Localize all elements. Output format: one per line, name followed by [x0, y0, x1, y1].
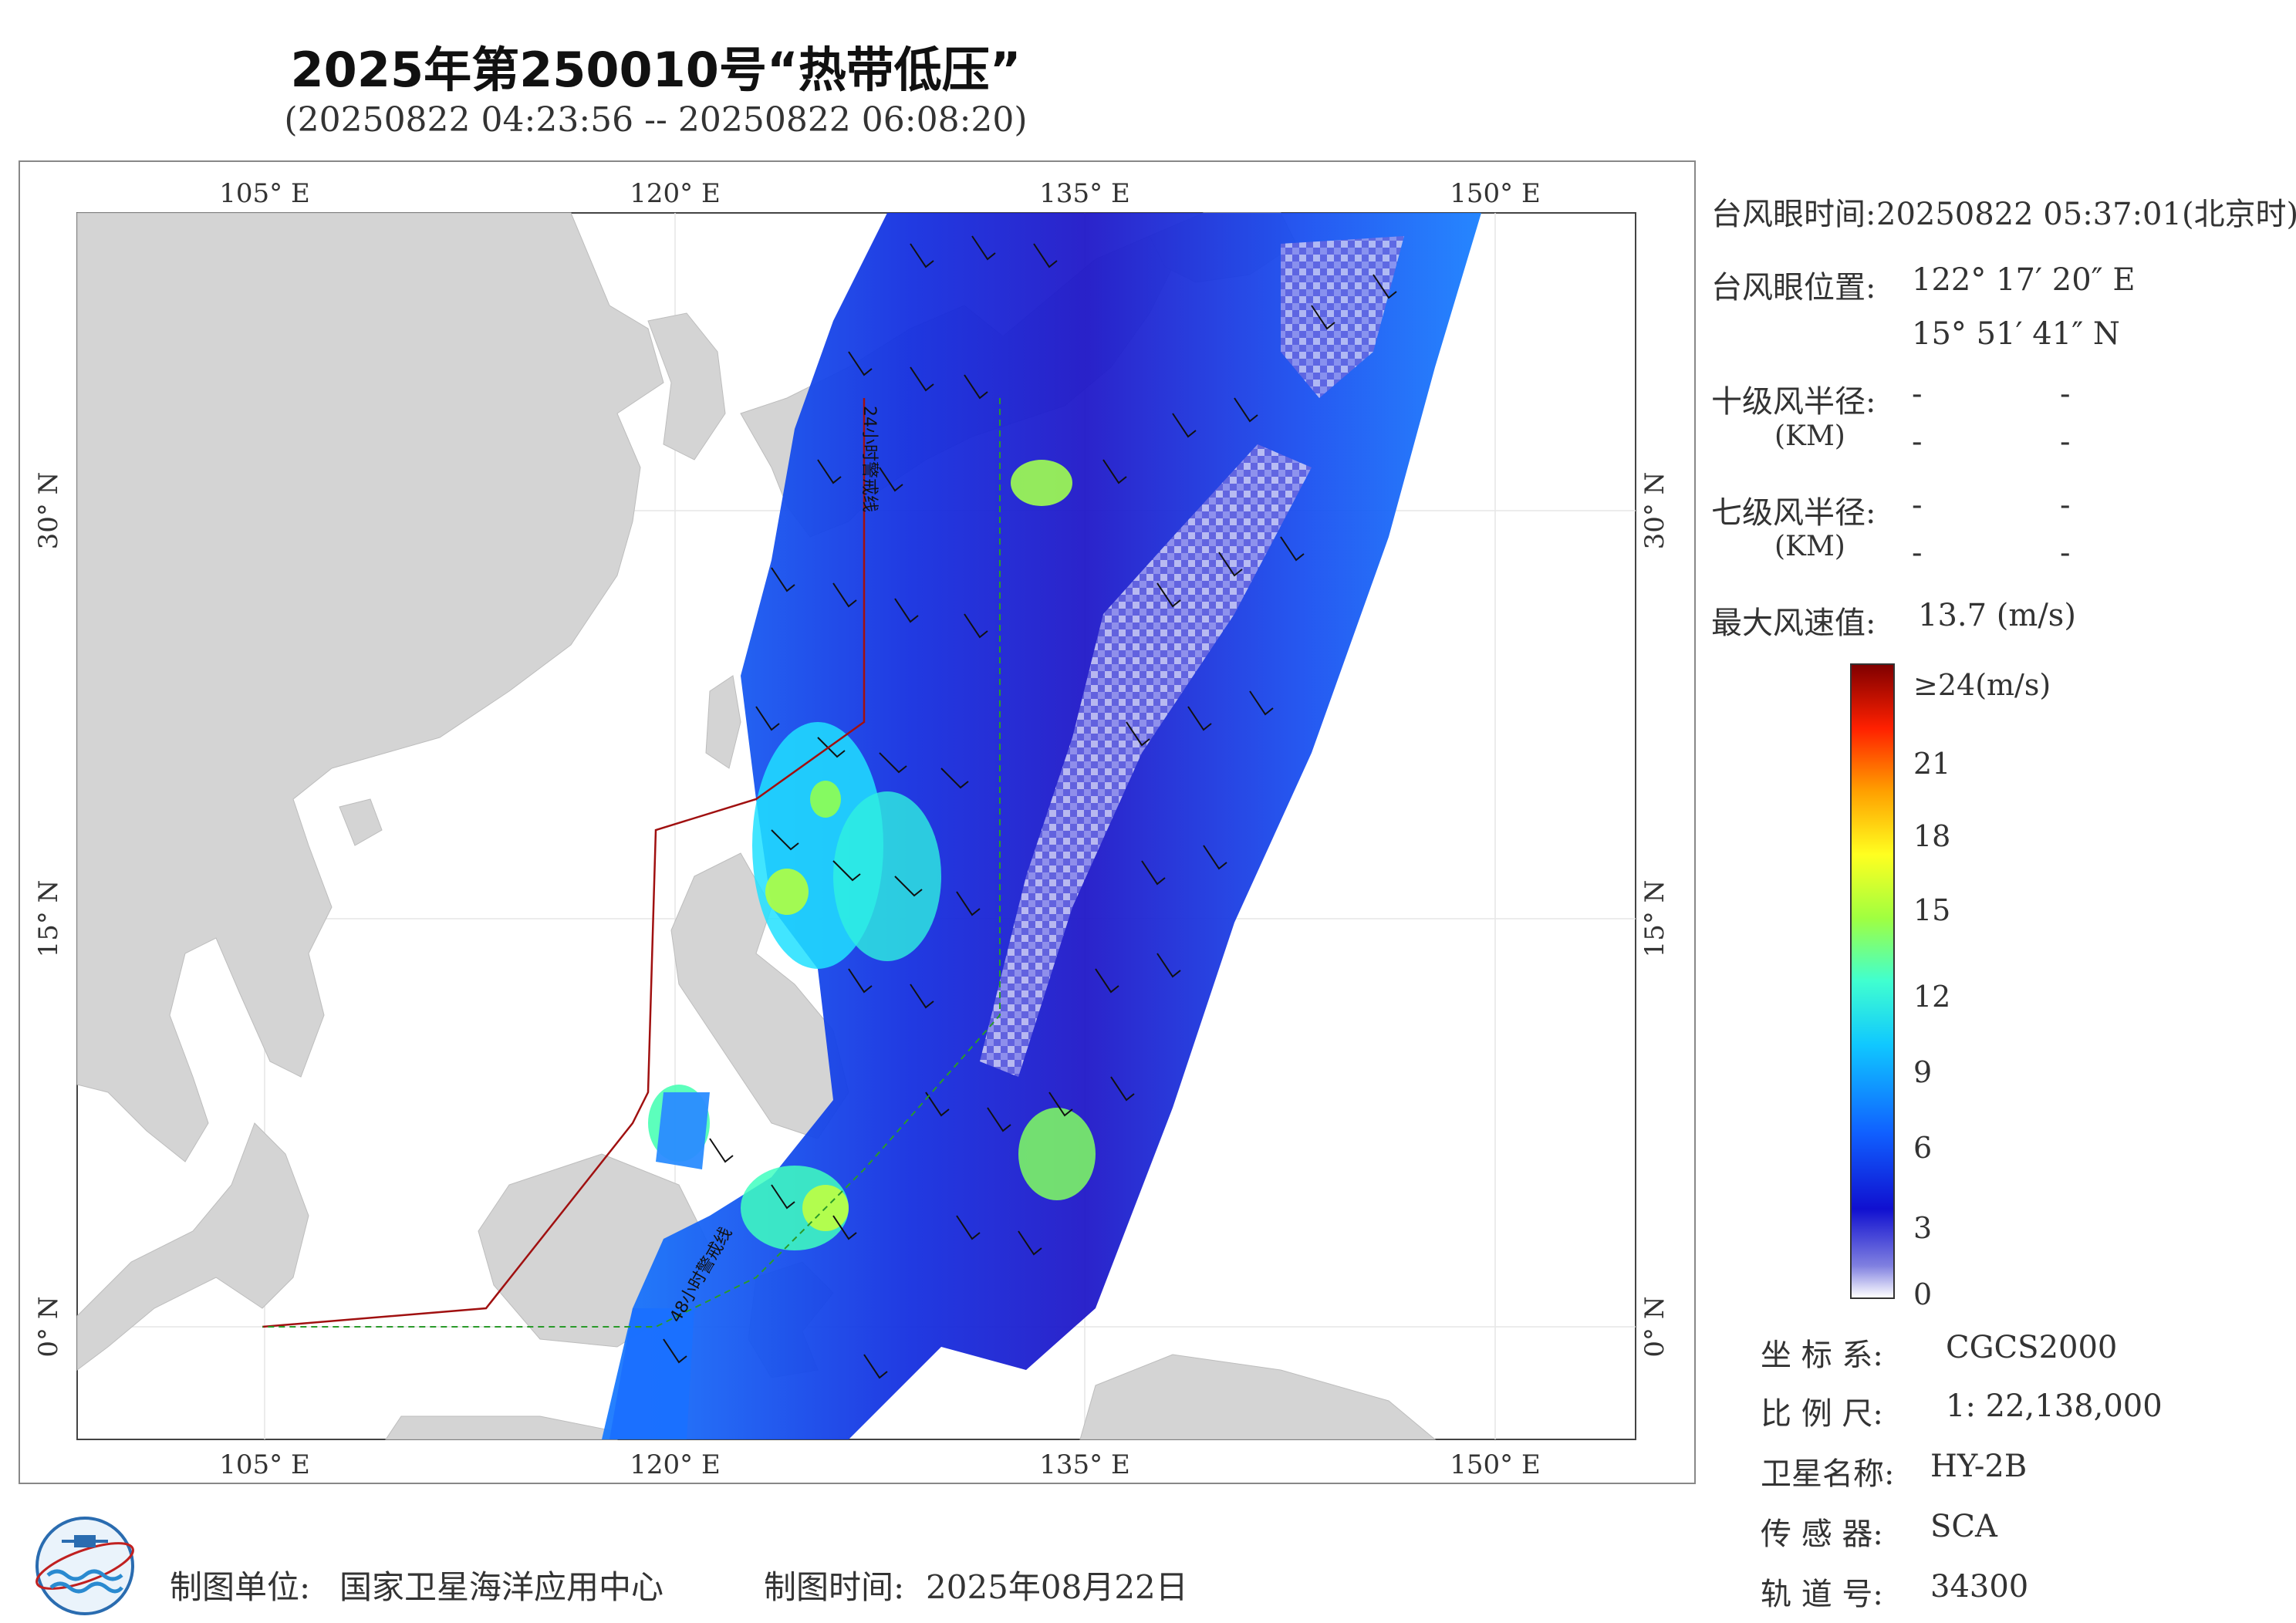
r7-value-3: -	[1912, 535, 1923, 571]
production-time-label: 制图时间:	[764, 1568, 905, 1606]
lon-label-120: 120° E	[630, 178, 721, 209]
orbit-value: 34300	[1930, 1569, 2029, 1604]
r10-value-2: -	[2060, 376, 2071, 412]
lat-labels-left: 30° N 15° N 0° N	[33, 472, 64, 1358]
r10-value-3: -	[1912, 424, 1923, 460]
r10-value-4: -	[2060, 424, 2071, 460]
producer-value: 国家卫星海洋应用中心	[339, 1568, 664, 1606]
colorbar-label-18: 18	[1913, 819, 1951, 853]
crs-value: CGCS2000	[1946, 1330, 2118, 1365]
map-frame: 24小时警戒线 48小时警戒线 105° E 120° E 135° E 150…	[19, 160, 1696, 1484]
lon-labels-top: 105° E 120° E 135° E 150° E	[219, 178, 1541, 209]
r10-unit: (KM)	[1774, 420, 1845, 452]
producer-label: 制图单位:	[170, 1568, 311, 1606]
r10-value-1: -	[1912, 376, 1923, 412]
r10-label: 十级风半径:	[1711, 384, 1876, 420]
lat-label-15: 15° N	[33, 880, 64, 958]
map-subtitle-time-range: (20250822 04:23:56 -- 20250822 06:08:20)	[284, 100, 1028, 140]
wind-map[interactable]: 24小时警戒线 48小时警戒线 105° E 120° E 135° E 150…	[20, 162, 1694, 1483]
colorbar-label-24: ≥24(m/s)	[1913, 668, 2051, 702]
map-title: 2025年第250010号“热带低压”	[290, 42, 1021, 98]
lon-label-105: 105° E	[219, 1449, 310, 1480]
lon-label-150: 150° E	[1450, 178, 1541, 209]
orbit-label: 轨 道 号:	[1761, 1577, 1883, 1612]
eye-position-label: 台风眼位置:	[1711, 270, 1876, 305]
wind-barbs	[663, 235, 1397, 1379]
lat-labels-right: 30° N 15° N 0° N	[1639, 472, 1670, 1358]
colorbar-label-3: 3	[1913, 1211, 1933, 1245]
warning-line-24h-label: 24小时警戒线	[859, 406, 879, 512]
sensor-label: 传 感 器:	[1761, 1517, 1883, 1552]
map-plot-area: 24小时警戒线 48小时警戒线	[76, 212, 1636, 1440]
scale-value: 1: 22,138,000	[1946, 1388, 2163, 1424]
max-wind-value: 13.7 (m/s)	[1918, 598, 2076, 633]
warning-line-48h	[262, 398, 1001, 1328]
colorbar-label-6: 6	[1913, 1131, 1933, 1165]
lon-label-120: 120° E	[630, 1449, 721, 1480]
lat-label-0: 0° N	[1639, 1296, 1670, 1357]
lon-label-135: 135° E	[1039, 178, 1130, 209]
lat-label-30: 30° N	[1639, 472, 1670, 550]
colorbar-label-15: 15	[1913, 893, 1951, 927]
lat-label-0: 0° N	[33, 1296, 64, 1357]
satellite-label: 卫星名称:	[1761, 1456, 1895, 1492]
r7-value-1: -	[1912, 488, 1923, 523]
lon-label-150: 150° E	[1450, 1449, 1541, 1480]
lon-labels-bottom: 105° E 120° E 135° E 150° E	[219, 1449, 1541, 1480]
eye-time-label: 台风眼时间:	[1711, 197, 1876, 232]
lat-label-30: 30° N	[33, 472, 64, 550]
lon-label-105: 105° E	[219, 178, 310, 209]
r7-label: 七级风半径:	[1711, 495, 1876, 531]
lat-label-15: 15° N	[1639, 880, 1670, 958]
colorbar-label-12: 12	[1913, 980, 1951, 1014]
colorbar	[1850, 663, 1895, 1299]
eye-longitude: 122° 17′ 20″ E	[1912, 262, 2136, 298]
crs-label: 坐 标 系:	[1761, 1338, 1883, 1373]
r7-unit: (KM)	[1774, 531, 1845, 562]
eye-latitude: 15° 51′ 41″ N	[1912, 316, 2120, 352]
colorbar-label-0: 0	[1913, 1277, 1933, 1311]
eye-time-value: 20250822 05:37:01(北京时)	[1876, 197, 2296, 232]
warning-line-24h	[262, 398, 866, 1328]
r7-value-2: -	[2060, 488, 2071, 523]
colorbar-label-21: 21	[1913, 747, 1951, 781]
wind-swath	[602, 213, 1481, 1439]
colorbar-label-9: 9	[1913, 1055, 1933, 1089]
nsoas-logo-icon	[35, 1517, 134, 1615]
lon-label-135: 135° E	[1039, 1449, 1130, 1480]
r7-value-4: -	[2060, 535, 2071, 571]
production-time-value: 2025年08月22日	[926, 1568, 1188, 1606]
scale-label: 比 例 尺:	[1761, 1396, 1883, 1432]
max-wind-label: 最大风速值:	[1711, 606, 1876, 641]
satellite-value: HY-2B	[1930, 1449, 2028, 1484]
sensor-value: SCA	[1930, 1509, 1997, 1544]
